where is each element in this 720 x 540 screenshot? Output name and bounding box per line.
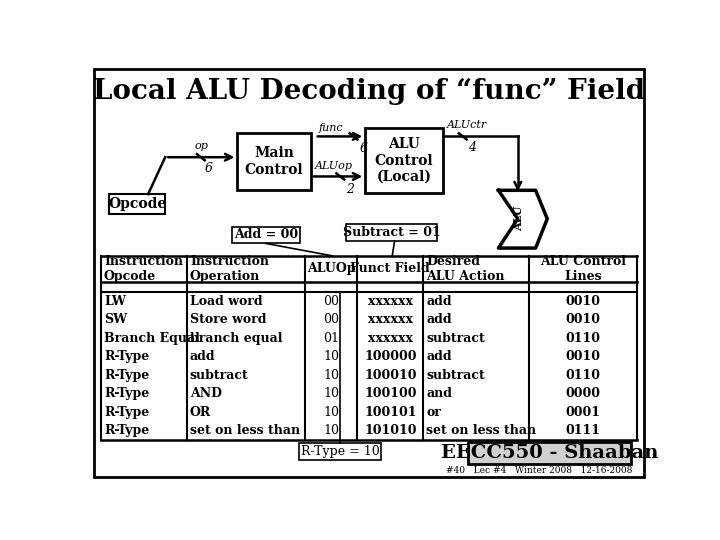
Text: xxxxxx: xxxxxx [368, 295, 413, 308]
Text: 10: 10 [323, 406, 339, 419]
Text: R-Type: R-Type [104, 424, 149, 437]
Text: EECC550 - Shaaban: EECC550 - Shaaban [441, 444, 658, 462]
Text: Opcode: Opcode [108, 197, 166, 211]
Text: xxxxxx: xxxxxx [368, 313, 413, 326]
Text: ALUOp: ALUOp [307, 262, 356, 275]
Text: 0110: 0110 [565, 332, 600, 345]
Text: ALUctr: ALUctr [446, 120, 487, 130]
Text: 10: 10 [323, 350, 339, 363]
FancyBboxPatch shape [238, 132, 311, 190]
Text: add: add [426, 295, 452, 308]
Text: 6: 6 [360, 142, 368, 155]
Text: Instruction
Opcode: Instruction Opcode [104, 255, 183, 283]
Text: 0001: 0001 [565, 406, 600, 419]
Text: R-Type: R-Type [104, 406, 149, 419]
Text: Funct Field: Funct Field [351, 262, 430, 275]
Text: Instruction
Operation: Instruction Operation [190, 255, 269, 283]
Text: 101010: 101010 [364, 424, 417, 437]
Text: subtract: subtract [426, 369, 485, 382]
Text: and: and [426, 387, 452, 400]
Text: set on less than: set on less than [190, 424, 300, 437]
Text: Local ALU Decoding of “func” Field: Local ALU Decoding of “func” Field [93, 77, 645, 105]
Text: Branch Equal: Branch Equal [104, 332, 200, 345]
Text: or: or [426, 406, 441, 419]
Text: set on less than: set on less than [426, 424, 536, 437]
FancyBboxPatch shape [468, 442, 631, 464]
Text: Desired
ALU Action: Desired ALU Action [426, 255, 505, 283]
Text: ALU Control
Lines: ALU Control Lines [540, 255, 626, 283]
Text: 100000: 100000 [364, 350, 417, 363]
Text: 6: 6 [204, 162, 212, 175]
Text: SW: SW [104, 313, 127, 326]
Text: 10: 10 [323, 387, 339, 400]
Text: LW: LW [104, 295, 126, 308]
Text: R-Type: R-Type [104, 387, 149, 400]
Text: R-Type = 10: R-Type = 10 [300, 445, 379, 458]
Text: ALU: ALU [513, 206, 524, 232]
Text: ALU
Control
(Local): ALU Control (Local) [374, 138, 433, 184]
Text: R-Type: R-Type [104, 350, 149, 363]
Text: 0110: 0110 [565, 369, 600, 382]
FancyBboxPatch shape [365, 128, 443, 193]
Text: #40   Lec #4   Winter 2008   12-16-2008: #40 Lec #4 Winter 2008 12-16-2008 [446, 466, 632, 475]
Text: OR: OR [190, 406, 211, 419]
Text: Add = 00: Add = 00 [234, 228, 298, 241]
Text: op: op [194, 141, 209, 151]
Text: 0010: 0010 [565, 295, 600, 308]
Text: 01: 01 [323, 332, 339, 345]
FancyBboxPatch shape [94, 69, 644, 477]
Text: 0000: 0000 [565, 387, 600, 400]
Text: 100010: 100010 [364, 369, 417, 382]
Text: add: add [426, 313, 452, 326]
Text: ALUop: ALUop [315, 161, 353, 171]
Text: 100100: 100100 [364, 387, 417, 400]
Text: Subtract = 01: Subtract = 01 [343, 226, 441, 239]
FancyBboxPatch shape [109, 194, 165, 214]
Text: subtract: subtract [190, 369, 248, 382]
Text: 4: 4 [468, 141, 476, 154]
Text: AND: AND [190, 387, 222, 400]
Text: add: add [426, 350, 452, 363]
Text: add: add [190, 350, 215, 363]
Text: 0010: 0010 [565, 313, 600, 326]
Text: subtract: subtract [426, 332, 485, 345]
Text: 10: 10 [323, 424, 339, 437]
Text: 10: 10 [323, 369, 339, 382]
Text: Main
Control: Main Control [245, 146, 303, 177]
Text: Store word: Store word [190, 313, 266, 326]
Text: 100101: 100101 [364, 406, 417, 419]
Text: branch equal: branch equal [190, 332, 282, 345]
Text: 00: 00 [323, 313, 339, 326]
FancyBboxPatch shape [232, 226, 300, 244]
Text: Load word: Load word [190, 295, 263, 308]
FancyBboxPatch shape [300, 443, 381, 460]
Text: func: func [319, 123, 343, 132]
Text: 2: 2 [346, 183, 354, 195]
Text: 00: 00 [323, 295, 339, 308]
FancyBboxPatch shape [346, 224, 437, 241]
Text: xxxxxx: xxxxxx [368, 332, 413, 345]
Text: R-Type: R-Type [104, 369, 149, 382]
Text: 0111: 0111 [565, 424, 600, 437]
Text: 0010: 0010 [565, 350, 600, 363]
